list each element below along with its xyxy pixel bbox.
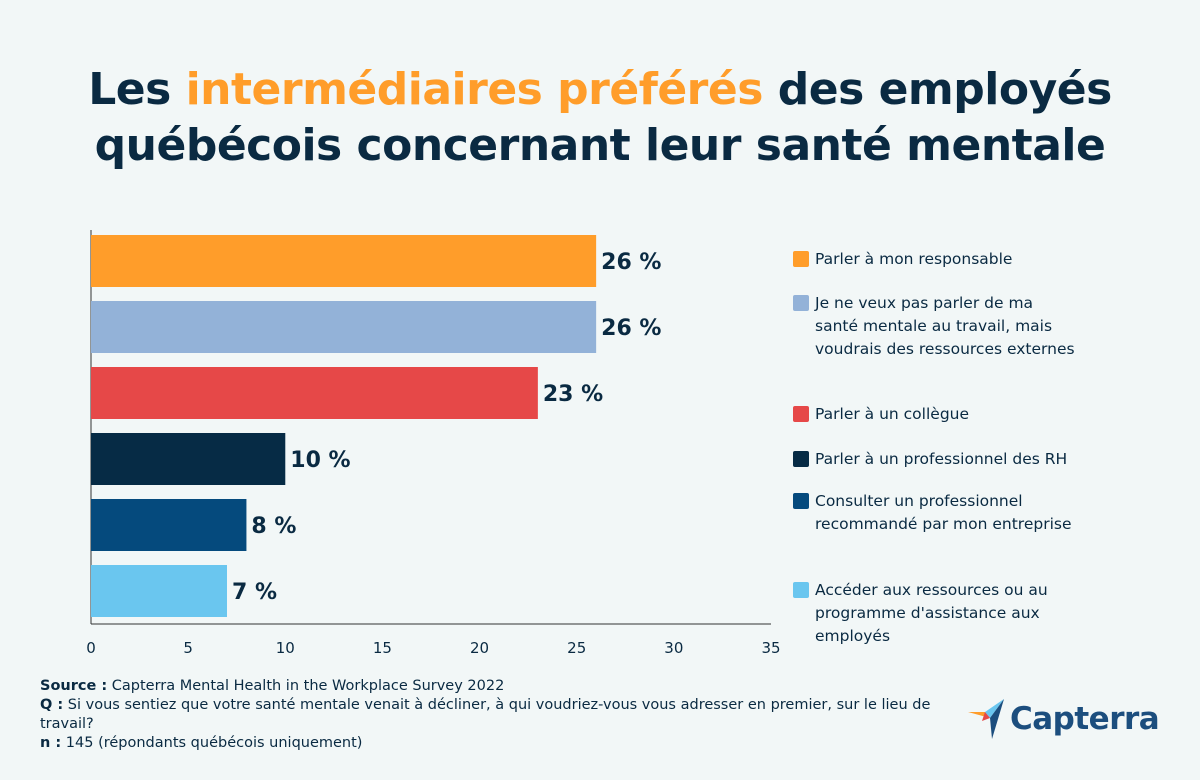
legend-item: Je ne veux pas parler de ma santé mental… [793, 292, 1080, 361]
legend-item: Parler à mon responsable [793, 248, 1080, 271]
legend-swatch [793, 406, 809, 422]
x-tick-label: 10 [276, 639, 295, 657]
bar-value-label: 8 % [251, 514, 296, 539]
bar [91, 499, 247, 551]
x-tick-label: 25 [567, 639, 586, 657]
legend-label: Parler à un collègue [815, 405, 970, 423]
legend-swatch [793, 295, 809, 311]
bar [91, 235, 597, 287]
legend-item: Accéder aux ressources ou au programme d… [793, 579, 1080, 648]
bar-value-label: 10 % [290, 448, 350, 473]
x-tick-label: 20 [470, 639, 489, 657]
legend-label: Consulter un professionnel recommandé pa… [815, 492, 1072, 533]
legend-label: Je ne veux pas parler de ma santé mental… [815, 294, 1075, 358]
bar-value-label: 26 % [601, 316, 661, 341]
legend-item: Consulter un professionnel recommandé pa… [793, 490, 1080, 536]
title-highlight: intermédiaires préférés [185, 64, 764, 115]
capterra-arrow-icon [968, 699, 1004, 739]
bar-value-label: 23 % [543, 382, 603, 407]
legend-label: Accéder aux ressources ou au programme d… [815, 581, 1048, 645]
legend-item: Parler à un professionnel des RH [793, 448, 1080, 471]
x-tick-label: 0 [86, 639, 96, 657]
source-line: Source : Capterra Mental Health in the W… [40, 678, 505, 694]
x-tick-label: 35 [761, 639, 780, 657]
bar-value-label: 7 % [232, 580, 277, 605]
legend-label: Parler à un professionnel des RH [815, 450, 1068, 468]
question-line: Q : Si vous sentiez que votre santé ment… [40, 697, 931, 732]
capterra-logo-text: Capterra [1010, 701, 1160, 737]
legend-swatch [793, 493, 809, 509]
x-tick-label: 30 [664, 639, 683, 657]
bar [91, 367, 538, 419]
bar [91, 433, 286, 485]
bar-value-label: 26 % [601, 250, 661, 275]
footer-notes: Source : Capterra Mental Health in the W… [40, 677, 940, 753]
sample-size-line: n : 145 (répondants québécois uniquement… [40, 735, 363, 751]
legend-swatch [793, 251, 809, 267]
capterra-logo: Capterra [968, 699, 1160, 739]
title-line-1: Les intermédiaires préférés des employés [88, 64, 1112, 115]
bar [91, 565, 227, 617]
legend-item: Parler à un collègue [793, 403, 1080, 426]
bar [91, 301, 597, 353]
chart-title: Les intermédiaires préférés des employés… [0, 62, 1200, 174]
x-tick-label: 5 [183, 639, 193, 657]
legend-label: Parler à mon responsable [815, 250, 1013, 268]
x-tick-label: 15 [373, 639, 392, 657]
title-line-2: québécois concernant leur santé mentale [94, 120, 1106, 171]
legend-swatch [793, 451, 809, 467]
legend-swatch [793, 582, 809, 598]
